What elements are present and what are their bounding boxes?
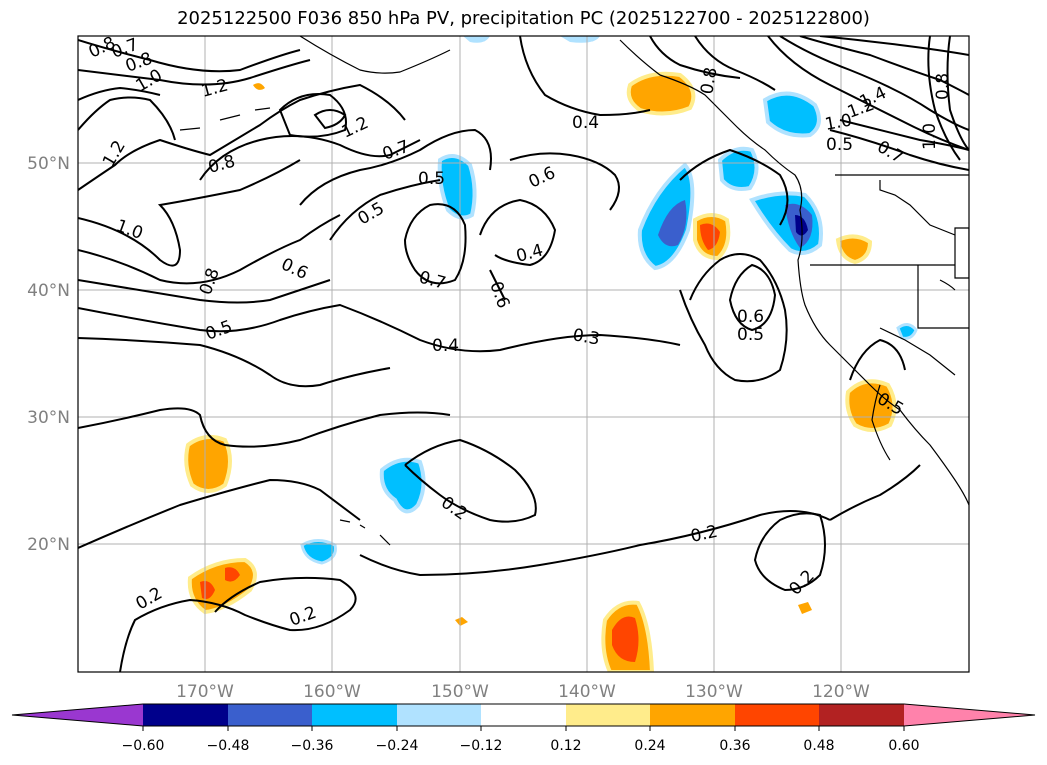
lon-tick-label: 120°W: [812, 682, 870, 702]
precip-blob: [835, 234, 873, 265]
precip-blob: [184, 434, 232, 493]
lon-axis: 170°W 160°W 150°W 140°W 130°W 120°W: [176, 682, 870, 702]
colorbar-segment: [397, 704, 481, 726]
colorbar-segment: [735, 704, 819, 726]
contour-label: 0.6: [737, 307, 764, 327]
colorbar-segment: [228, 704, 312, 726]
contour-label: 0.5: [418, 169, 445, 189]
coastlines: [179, 36, 969, 546]
colorbar-segment: [566, 704, 650, 726]
pv-contours: [78, 36, 969, 672]
lon-tick-label: 160°W: [303, 682, 361, 702]
precip-blob: [225, 567, 240, 582]
colorbar-tick-label: 0.24: [634, 738, 665, 754]
colorbar-tick-label: 0.12: [550, 738, 581, 754]
contour-label: 0.4: [432, 336, 459, 356]
contour-label: 0.8: [933, 73, 953, 100]
colorbar-tick-label: −0.12: [460, 738, 503, 754]
map-frame: [77, 35, 970, 673]
colorbar-segment: [819, 704, 904, 726]
precip-blob: [253, 83, 265, 90]
precip-blob: [896, 323, 918, 340]
colorbar-segment: [143, 704, 228, 726]
precip-blob: [717, 146, 759, 191]
contour-label: 0.5: [826, 135, 853, 155]
map-title: 2025122500 F036 850 hPa PV, precipitatio…: [177, 8, 870, 29]
precip-blob: [762, 91, 821, 138]
lon-tick-label: 150°W: [431, 682, 489, 702]
lon-tick-label: 130°W: [685, 682, 743, 702]
precip-blob: [463, 36, 490, 43]
contour-label: 1.0: [920, 123, 940, 150]
colorbar-tick-label: −0.36: [291, 738, 334, 754]
precip-blob: [626, 71, 696, 116]
contour-label: 0.3: [571, 325, 601, 349]
colorbar-segment: [312, 704, 397, 726]
precip-blob: [612, 616, 639, 662]
lat-tick-label: 20°N: [27, 535, 70, 555]
lat-tick-label: 40°N: [27, 281, 70, 301]
precip-blob: [798, 602, 812, 614]
precip-blob: [560, 36, 600, 43]
contour-label: 0.8: [697, 66, 721, 96]
lat-tick-label: 50°N: [27, 154, 70, 174]
colorbar: −0.60 −0.48 −0.36 −0.24 −0.12 0.12 0.24 …: [11, 703, 1036, 754]
precip-blob: [455, 617, 468, 626]
precip-blob: [300, 539, 337, 565]
colorbar-tick-label: 0.48: [803, 738, 834, 754]
lon-tick-label: 170°W: [176, 682, 234, 702]
colorbar-segment: [650, 704, 735, 726]
lat-axis: 50°N 40°N 30°N 20°N: [27, 154, 70, 555]
colorbar-min-arrow: [12, 704, 143, 726]
gridlines: [78, 36, 969, 672]
colorbar-max-arrow: [904, 704, 1035, 726]
colorbar-segment: [481, 704, 566, 726]
lon-tick-label: 140°W: [558, 682, 616, 702]
colorbar-tick-label: −0.60: [122, 738, 165, 754]
precip-shading: [184, 36, 918, 672]
precip-blob: [700, 223, 720, 250]
lat-tick-label: 30°N: [27, 408, 70, 428]
colorbar-tick-label: 0.60: [888, 738, 919, 754]
precip-blob: [658, 200, 687, 247]
colorbar-tick-label: −0.48: [207, 738, 250, 754]
precip-blob: [437, 154, 477, 220]
contour-label: 1.0: [823, 111, 853, 135]
precip-blob: [845, 379, 897, 432]
contour-label: 0.4: [572, 113, 599, 133]
colorbar-tick-label: −0.24: [376, 738, 419, 754]
colorbar-tick-label: 0.36: [719, 738, 750, 754]
contour-label: 0.5: [737, 325, 764, 345]
precip-blob: [200, 581, 215, 599]
